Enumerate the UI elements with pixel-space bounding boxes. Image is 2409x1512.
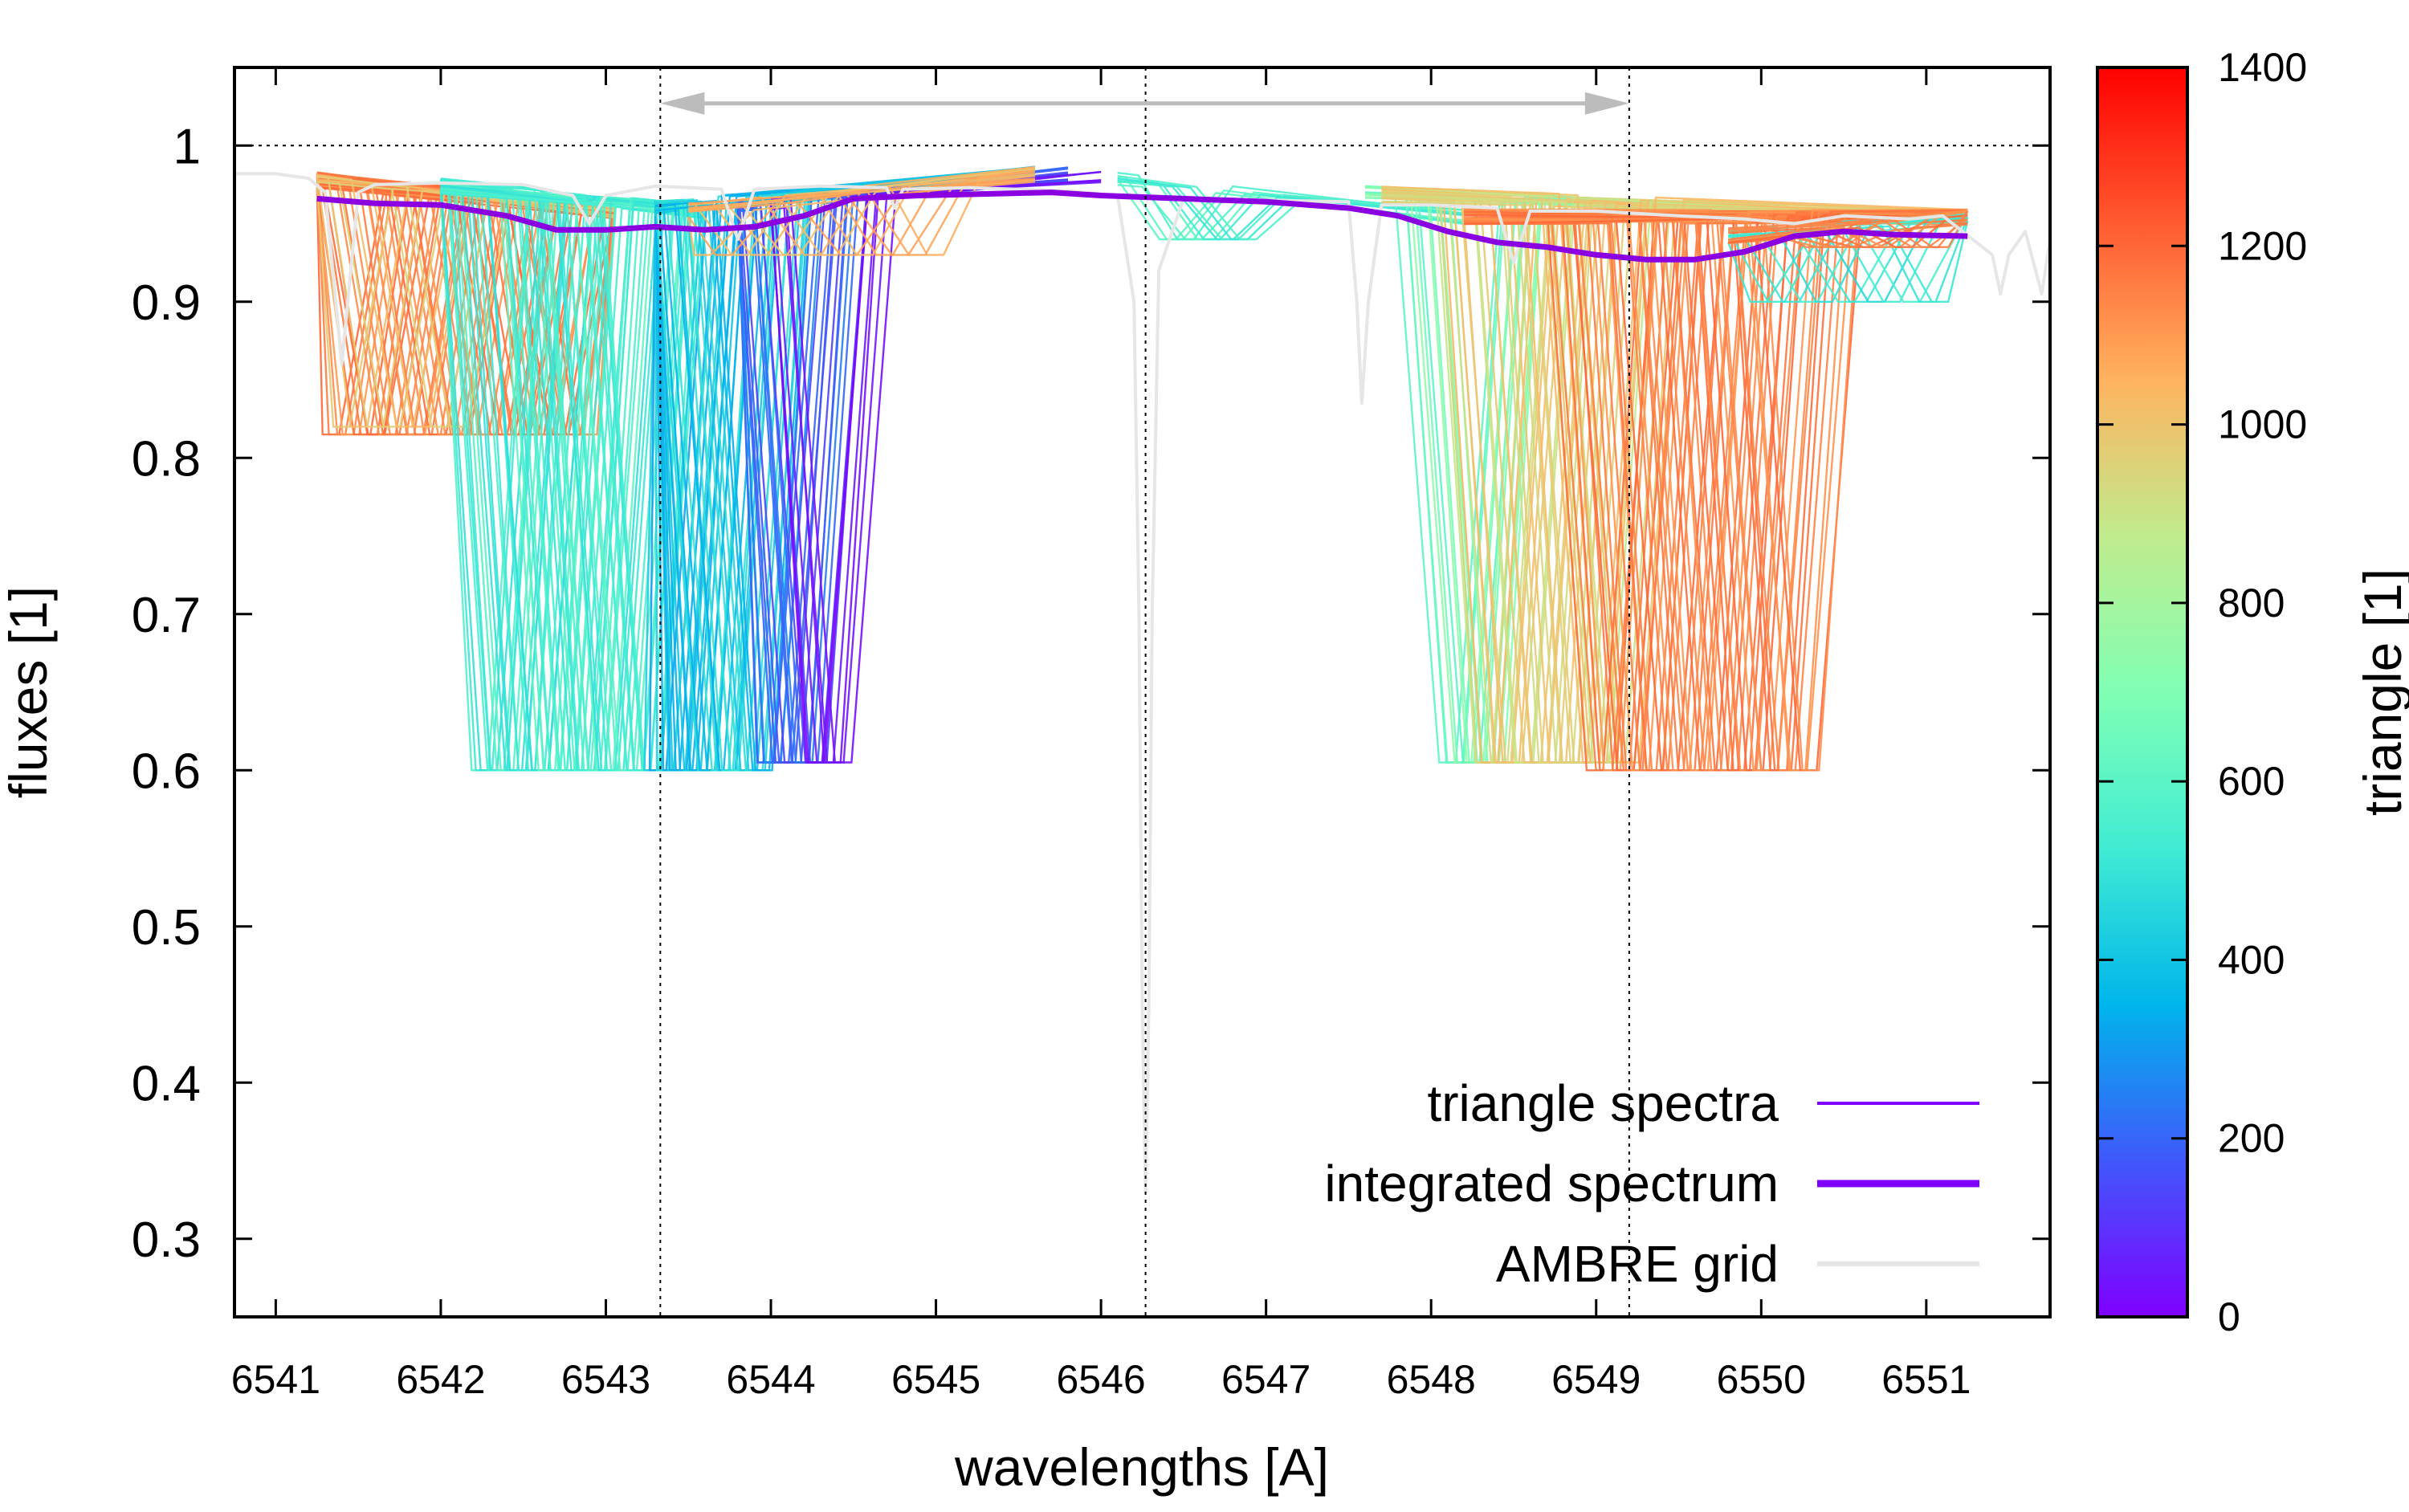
colorbar-label: triangle [1]: [2353, 569, 2409, 816]
legend-label: triangle spectra: [1427, 1074, 1779, 1132]
x-tick-label: 6550: [1717, 1357, 1806, 1402]
x-axis: 6541 6542 6543 6544 6545 6546 6547 6548 6549 6550…: [231, 67, 1971, 1402]
triangle-spectrum-line: [688, 177, 1035, 256]
x-tick-label: 6545: [891, 1357, 980, 1402]
colorbar-tick-label: 600: [2218, 759, 2285, 804]
colorbar-tick-label: 400: [2218, 937, 2285, 982]
colorbar-tick-label: 1400: [2218, 45, 2307, 90]
ambre-grid-series: [234, 172, 2052, 1194]
triangle-spectrum-line: [688, 169, 1036, 256]
triangle-spectrum-line: [688, 181, 1036, 256]
y-tick-label: 0.8: [132, 431, 201, 487]
arrow-head-right: [1584, 92, 1629, 115]
y-axis-label: fluxes [1]: [0, 586, 58, 798]
x-tick-label: 6544: [726, 1357, 815, 1402]
legend: triangle spectra integrated spectrum AMBRE…: [1324, 1074, 1979, 1293]
colorbar: 0 200 400 600 800 1000 1200 1400 triangle [1]: [2096, 45, 2409, 1339]
colorbar-tick-label: 1200: [2218, 223, 2307, 268]
x-tick-label: 6547: [1221, 1357, 1310, 1402]
range-arrow: [660, 92, 1629, 115]
plot-area: [234, 165, 2052, 1194]
y-tick-label: 1: [173, 119, 201, 174]
triangle-spectra-lines: [316, 165, 1969, 772]
reference-lines: [234, 67, 2050, 1317]
integrated-spectrum-series: [316, 190, 1968, 263]
colorbar-tick-label: 0: [2218, 1294, 2240, 1339]
plot-frame: [233, 66, 2052, 1318]
y-tick-label: 0.4: [132, 1056, 201, 1111]
colorbar-tick-label: 200: [2218, 1116, 2285, 1161]
series-line: [234, 172, 2052, 1194]
legend-label: integrated spectrum: [1324, 1155, 1779, 1212]
x-axis-label: wavelengths [A]: [954, 1437, 1329, 1497]
colorbar-gradient: [2096, 66, 2189, 1318]
x-tick-label: 6543: [561, 1357, 650, 1402]
arrow-head-left: [660, 92, 705, 115]
y-tick-label: 0.9: [132, 275, 201, 331]
colorbar-ticks: 0 200 400 600 800 1000 1200 1400: [2097, 45, 2307, 1339]
triangle-spectrum-line: [316, 173, 614, 428]
x-tick-label: 6548: [1387, 1357, 1476, 1402]
series-line: [316, 190, 1968, 263]
colorbar-tick-label: 800: [2218, 581, 2285, 626]
y-tick-label: 0.7: [132, 588, 201, 643]
colorbar-tick-label: 1000: [2218, 402, 2307, 447]
triangle-spectrum-line: [688, 177, 1035, 256]
triangle-spectrum-line: [316, 181, 614, 428]
legend-label: AMBRE grid: [1496, 1235, 1779, 1293]
y-tick-label: 0.3: [132, 1212, 201, 1268]
x-tick-label: 6549: [1551, 1357, 1641, 1402]
x-tick-label: 6542: [396, 1357, 485, 1402]
y-tick-label: 0.6: [132, 744, 201, 799]
triangle-spectrum-line: [1728, 210, 1968, 248]
y-tick-label: 0.5: [132, 900, 201, 956]
y-axis: 0.3 0.4 0.5 0.6 0.7 0.8 0.9 1: [132, 119, 2050, 1268]
x-tick-label: 6551: [1881, 1357, 1971, 1402]
x-tick-label: 6541: [231, 1357, 320, 1402]
x-tick-label: 6546: [1056, 1357, 1145, 1402]
